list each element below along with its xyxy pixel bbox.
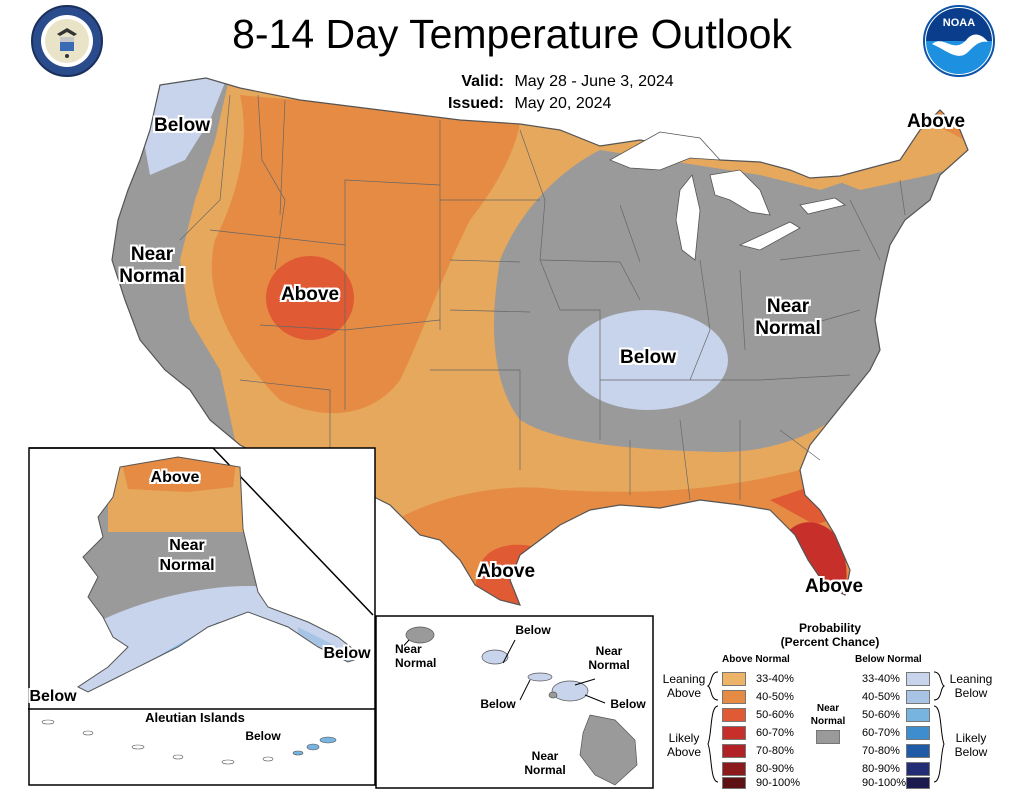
map-label-west-near-normal: Near Normal	[119, 244, 185, 287]
issued-line: Issued: May 20, 2024	[430, 94, 611, 114]
map-label-florida-above: Above	[804, 576, 864, 597]
legend-above-range-7: 90-100%	[756, 777, 801, 789]
legend-leaning-above: Leaning Above	[662, 672, 706, 700]
map-label-northeast-above: Above	[906, 111, 966, 132]
noaa-logo: NOAA	[923, 5, 995, 77]
hawaii-inset	[375, 615, 654, 789]
legend-near-normal-label: Near Normal	[810, 703, 846, 727]
legend-below-range-3: 50-60%	[862, 709, 900, 721]
legend-below-range-7: 90-100%	[862, 777, 907, 789]
map-label-texas-above: Above	[476, 561, 536, 582]
page-title: 8-14 Day Temperature Outlook	[232, 11, 792, 57]
map-label-rockies-above: Above	[280, 284, 340, 305]
alaska-inset	[28, 447, 376, 786]
map-label-east-near-normal: Near Normal	[755, 296, 821, 339]
legend-swatch-above-90-100	[722, 777, 746, 789]
map-label-midwest-below: Below	[620, 347, 676, 368]
hawaii-label-molokai-below: Below	[480, 697, 516, 711]
legend-braces	[706, 671, 946, 783]
alaska-label-below-right: Below	[323, 645, 371, 662]
valid-label: Valid:	[461, 73, 504, 90]
legend-swatch-below-40-50	[906, 690, 930, 704]
commerce-seal-logo	[31, 5, 103, 77]
legend-above-range-1: 33-40%	[756, 673, 794, 685]
legend-swatch-below-33-40	[906, 672, 930, 686]
aleutian-islands-shapes	[292, 736, 337, 756]
legend-above-range-6: 80-90%	[756, 763, 794, 775]
legend-below-range-1: 33-40%	[862, 673, 900, 685]
hawaii-label-bigisland-near-normal: Near Normal	[524, 749, 566, 777]
legend-below-range-5: 70-80%	[862, 745, 900, 757]
legend-below-range-6: 80-90%	[862, 763, 900, 775]
legend-swatch-above-70-80	[722, 744, 746, 758]
legend-swatch-above-80-90	[722, 762, 746, 776]
legend-above-range-3: 50-60%	[756, 709, 794, 721]
legend-above-range-5: 70-80%	[756, 745, 794, 757]
hawaii-label-maui-below: Below	[610, 697, 646, 711]
great-lakes	[609, 131, 846, 261]
hawaii-label-oahu-below: Below	[515, 623, 551, 637]
legend-swatch-near-normal	[816, 730, 840, 744]
hawaii-label-kauai-near-normal: Near Normal	[395, 642, 437, 670]
hawaii-label-maui-near-normal: Near Normal	[588, 644, 630, 672]
valid-line: Valid: May 28 - June 3, 2024	[430, 72, 674, 92]
legend-likely-above: Likely Above	[666, 731, 702, 759]
legend-swatch-above-60-70	[722, 726, 746, 740]
legend-swatch-below-50-60	[906, 708, 930, 722]
legend-swatch-below-80-90	[906, 762, 930, 776]
legend-title: Probability (Percent Chance)	[780, 621, 880, 649]
legend-above-header: Above Normal	[722, 654, 790, 665]
valid-value: May 28 - June 3, 2024	[514, 73, 674, 90]
alaska-label-below-left: Below	[29, 688, 77, 705]
legend-below-range-4: 60-70%	[862, 727, 900, 739]
legend-likely-below: Likely Below	[954, 731, 988, 759]
legend-swatch-below-70-80	[906, 744, 930, 758]
legend-swatch-below-60-70	[906, 726, 930, 740]
aleutian-islands-title: Aleutian Islands	[145, 710, 245, 725]
issued-label: Issued:	[447, 95, 504, 112]
legend-below-range-2: 40-50%	[862, 691, 900, 703]
alaska-label-near-normal: Near Normal	[159, 537, 215, 574]
aleutian-label-below: Below	[245, 729, 281, 743]
legend-swatch-above-50-60	[722, 708, 746, 722]
issued-value: May 20, 2024	[514, 95, 612, 112]
legend-leaning-below: Leaning Below	[949, 672, 993, 700]
alaska-label-above: Above	[150, 469, 200, 486]
legend-swatch-above-40-50	[722, 690, 746, 704]
legend-swatch-below-90-100	[906, 777, 930, 789]
state-boundaries	[179, 94, 906, 501]
legend-swatch-above-33-40	[722, 672, 746, 686]
legend-above-range-4: 60-70%	[756, 727, 794, 739]
map-label-pnw-below: Below	[154, 115, 210, 136]
legend-below-header: Below Normal	[855, 654, 922, 665]
noaa-logo-text: NOAA	[943, 17, 975, 29]
legend-above-range-2: 40-50%	[756, 691, 794, 703]
